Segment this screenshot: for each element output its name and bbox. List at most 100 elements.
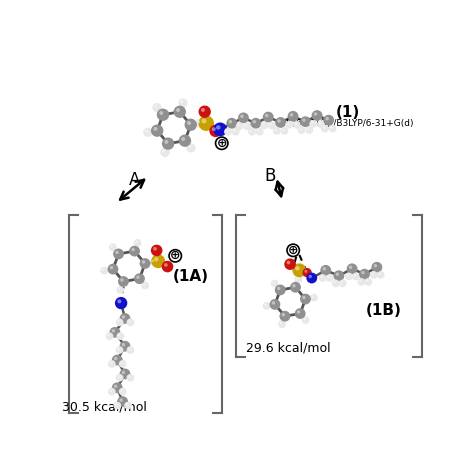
Circle shape [112, 329, 115, 333]
Circle shape [336, 273, 339, 276]
Circle shape [226, 129, 228, 132]
Circle shape [199, 116, 214, 131]
Circle shape [118, 288, 120, 290]
Circle shape [271, 280, 279, 287]
Circle shape [140, 258, 150, 269]
Circle shape [270, 299, 280, 310]
Circle shape [141, 282, 149, 289]
Circle shape [314, 112, 317, 116]
Text: ⊕: ⊕ [217, 137, 227, 150]
Circle shape [227, 118, 237, 128]
Circle shape [322, 126, 325, 129]
Circle shape [154, 257, 158, 262]
Circle shape [330, 126, 333, 129]
Circle shape [233, 129, 236, 132]
Circle shape [151, 254, 165, 268]
Circle shape [300, 294, 311, 304]
Circle shape [112, 383, 123, 393]
Circle shape [151, 245, 163, 256]
Text: 29.6 kcal/mol: 29.6 kcal/mol [246, 341, 330, 355]
Circle shape [127, 346, 134, 354]
Circle shape [370, 271, 378, 279]
Circle shape [323, 115, 334, 126]
Circle shape [120, 389, 123, 392]
Circle shape [181, 137, 185, 141]
Circle shape [128, 348, 130, 350]
Circle shape [282, 128, 285, 131]
Circle shape [288, 111, 299, 122]
Circle shape [270, 123, 272, 126]
Circle shape [201, 108, 205, 112]
Circle shape [117, 332, 124, 340]
Circle shape [236, 122, 244, 130]
Circle shape [299, 128, 302, 130]
Circle shape [160, 148, 170, 157]
Text: HF/6-31(G)//B3LYP/6-31+G(d): HF/6-31(G)//B3LYP/6-31+G(d) [281, 119, 414, 128]
Circle shape [295, 266, 300, 271]
Circle shape [303, 318, 306, 320]
Circle shape [274, 128, 277, 131]
Circle shape [197, 120, 200, 123]
Circle shape [114, 384, 118, 388]
Circle shape [102, 268, 104, 271]
Circle shape [184, 118, 197, 131]
Circle shape [212, 127, 216, 131]
Circle shape [150, 258, 158, 266]
Circle shape [113, 248, 124, 259]
Circle shape [129, 246, 140, 256]
Circle shape [134, 273, 145, 284]
Circle shape [232, 128, 239, 136]
Circle shape [306, 273, 317, 283]
Circle shape [265, 114, 268, 117]
Circle shape [119, 368, 130, 379]
Circle shape [118, 300, 121, 303]
Circle shape [118, 334, 120, 337]
Circle shape [277, 287, 281, 290]
Circle shape [152, 103, 162, 112]
Circle shape [250, 118, 261, 128]
Circle shape [273, 281, 275, 283]
Circle shape [349, 265, 352, 269]
Circle shape [275, 284, 286, 295]
Circle shape [280, 311, 290, 321]
Circle shape [109, 243, 117, 251]
Circle shape [124, 401, 132, 410]
Circle shape [361, 271, 365, 274]
Circle shape [119, 399, 123, 402]
Circle shape [339, 280, 346, 287]
Circle shape [310, 294, 318, 301]
Circle shape [317, 120, 325, 128]
Circle shape [216, 125, 220, 130]
Circle shape [300, 116, 311, 127]
Circle shape [154, 105, 157, 108]
Circle shape [280, 322, 282, 324]
Circle shape [374, 264, 377, 267]
Circle shape [340, 281, 343, 283]
Circle shape [378, 273, 381, 275]
Circle shape [213, 122, 227, 137]
Circle shape [122, 343, 125, 346]
Circle shape [199, 106, 211, 118]
Circle shape [136, 275, 140, 279]
Circle shape [310, 120, 317, 128]
Circle shape [248, 128, 256, 136]
Text: A: A [129, 171, 140, 189]
Circle shape [272, 301, 275, 305]
Circle shape [319, 122, 321, 124]
Circle shape [377, 271, 384, 279]
Circle shape [127, 374, 134, 382]
Circle shape [134, 239, 142, 246]
Circle shape [108, 264, 118, 274]
Text: ⊕: ⊕ [170, 249, 181, 262]
Circle shape [278, 320, 286, 328]
Circle shape [311, 122, 313, 124]
Circle shape [352, 273, 360, 280]
Circle shape [253, 120, 256, 123]
Circle shape [334, 281, 336, 283]
Circle shape [108, 388, 116, 395]
Circle shape [117, 320, 120, 322]
Circle shape [110, 245, 113, 247]
Circle shape [122, 315, 125, 319]
Circle shape [100, 267, 108, 274]
Circle shape [238, 112, 249, 123]
